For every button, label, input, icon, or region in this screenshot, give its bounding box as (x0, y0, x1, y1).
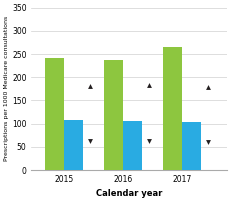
Bar (64, 120, 83, 170)
Bar (164, 47, 182, 170)
Bar (104, 60, 123, 170)
Y-axis label: Prescriptions per 1000 Medicare consultations: Prescriptions per 1000 Medicare consulta… (4, 16, 9, 162)
Bar (182, 122, 201, 170)
X-axis label: Calendar year: Calendar year (96, 189, 162, 198)
Bar (123, 121, 142, 170)
Bar (45, 58, 64, 170)
